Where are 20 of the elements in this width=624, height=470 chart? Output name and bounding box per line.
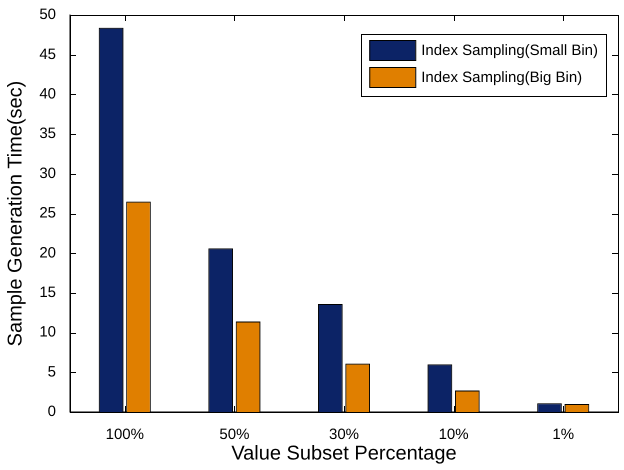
y-tick-label: 30 [39,164,56,182]
y-tick-label: 40 [39,86,56,103]
y-tick-label: 50 [39,6,56,24]
y-tick-label: 15 [39,284,56,302]
y-tick-label: 0 [48,403,56,420]
x-tick-label: 100% [106,426,144,444]
y-axis-title: Sample Generation Time(sec) [4,80,27,346]
x-tick-label: 30% [328,426,360,444]
y-tick-label: 20 [39,244,56,262]
y-tick-label: 35 [39,125,56,142]
x-tick-label: 1% [552,426,574,444]
x-tick-label: 10% [438,426,469,444]
x-axis-title: Value Subset Percentage [231,442,457,465]
y-tick-label: 10 [39,324,56,341]
y-tick-label: 45 [39,46,56,63]
y-tick-label: 25 [39,204,56,222]
legend-label: Index Sampling(Big Bin) [421,69,582,86]
legend-label: Index Sampling(Small Bin) [421,42,598,60]
y-tick-label: 5 [48,363,56,380]
x-tick-label: 50% [219,426,250,444]
